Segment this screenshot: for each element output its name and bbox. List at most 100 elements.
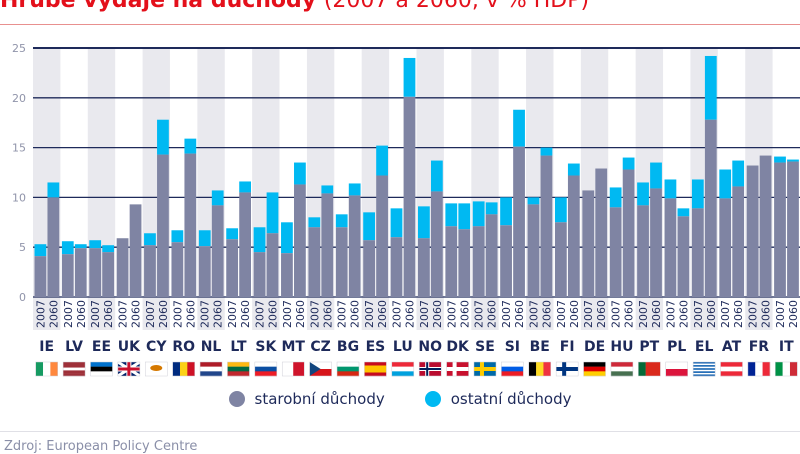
bar-old-age-LT-2060 [239, 192, 252, 297]
flag-stripe [693, 369, 716, 372]
flag-triangle [309, 362, 321, 376]
bar-old-age-DE-2007 [582, 190, 595, 297]
bar-other-RO-2007 [171, 230, 184, 243]
flag-stripe [665, 362, 688, 370]
country-label-NL: NL [201, 339, 222, 355]
year-label: 2007 [719, 300, 732, 328]
flag-CY-icon [145, 361, 168, 377]
bar-old-age-HU-2060 [622, 169, 635, 297]
bar-other-SE-2007 [472, 201, 485, 227]
flag-stripe [693, 362, 716, 364]
bar-other-IT-2060 [787, 159, 799, 162]
bar-old-age-RO-2007 [171, 242, 184, 297]
year-label: 2060 [239, 300, 252, 328]
year-label: 2007 [336, 300, 349, 328]
bar-other-SI-2007 [500, 197, 512, 226]
flag-stripe [200, 366, 223, 372]
year-label: 2060 [705, 300, 718, 328]
flag-cross-inner [446, 368, 469, 370]
flag-border [692, 361, 716, 377]
flag-stripe [501, 371, 524, 377]
flag-LT-icon [227, 361, 250, 377]
year-label: 2060 [376, 300, 389, 328]
flag-border [199, 361, 223, 377]
bar-old-age-EE-2007 [89, 248, 102, 297]
flag-cross-inner [473, 368, 496, 370]
flag-stripe [179, 362, 188, 376]
flag-stripe [583, 371, 606, 377]
flag-stripe [227, 371, 250, 377]
legend-item-old-age: starobní důchody [228, 390, 385, 408]
flag-RO-icon [172, 361, 195, 377]
flag-border [528, 361, 552, 377]
bar-other-NO-2060 [430, 160, 443, 192]
flag-stripe [610, 362, 633, 367]
bar-old-age-HU-2007 [609, 207, 622, 297]
bar-other-PT-2007 [637, 182, 649, 206]
flag-stripe [720, 362, 743, 367]
year-label: 2007 [664, 300, 677, 328]
flag-ES-icon [364, 361, 387, 377]
bar-old-age-AT-2007 [719, 198, 732, 297]
bar-old-age-FR-2060 [759, 155, 772, 297]
flag-border [720, 361, 743, 377]
flag-stripe [282, 362, 294, 376]
bar-other-PT-2060 [650, 162, 662, 189]
bar-old-age-BE-2060 [540, 155, 553, 297]
flag-stripe [645, 362, 654, 376]
flag-border [775, 361, 798, 377]
bar-other-SK-2007 [253, 227, 266, 253]
flag-IE-icon [35, 361, 58, 377]
y-tick-label: 5 [19, 241, 26, 254]
year-label: 2007 [144, 300, 157, 328]
year-label: 2007 [610, 300, 623, 328]
country-label-FR: FR [749, 339, 770, 355]
footer-divider [0, 431, 800, 432]
bar-old-age-IT-2007 [774, 162, 786, 297]
flag-SI-icon [501, 361, 524, 377]
flag-stripe [782, 362, 791, 376]
flag-border [391, 361, 415, 377]
bar-old-age-RO-2060 [184, 153, 197, 297]
bar-old-age-LV-2007 [61, 254, 74, 297]
flag-stripe [583, 362, 606, 367]
bar-old-age-CY-2060 [157, 154, 169, 297]
country-label-DE: DE [584, 339, 605, 355]
flag-stripe [501, 362, 524, 367]
bar-old-age-LT-2007 [226, 239, 239, 297]
flag-border [172, 361, 195, 377]
bar-other-EE-2007 [89, 240, 102, 249]
bar-other-LT-2060 [239, 181, 252, 193]
year-label: 2007 [390, 300, 403, 328]
flag-FR-icon [747, 361, 771, 377]
bar-other-EL-2060 [704, 55, 717, 120]
year-label: 2007 [692, 300, 705, 328]
bar-other-EL-2007 [691, 179, 704, 209]
bar-other-NL-2060 [211, 190, 224, 206]
bar-other-EE-2060 [102, 245, 115, 253]
country-label-SI: SI [505, 339, 520, 355]
year-label: 2060 [595, 300, 608, 328]
country-label-LU: LU [393, 339, 413, 355]
flag-stripe [665, 369, 688, 377]
flag-border [446, 361, 469, 377]
bar-other-SK-2060 [266, 192, 279, 234]
flag-border [583, 361, 606, 377]
country-label-SK: SK [255, 339, 277, 355]
flag-UK-icon [117, 360, 141, 378]
year-label: 2060 [431, 300, 444, 328]
flag-border [254, 361, 278, 377]
flag-AT-icon [720, 361, 743, 377]
bar-old-age-AT-2060 [732, 186, 745, 297]
y-tick-label: 20 [12, 92, 26, 105]
bar-old-age-UK-2060 [129, 204, 142, 297]
flag-stripe [200, 371, 223, 377]
bar-old-age-NO-2060 [430, 191, 443, 297]
source-note: Zdroj: European Policy Centre [4, 439, 198, 454]
year-label: 2060 [760, 300, 773, 328]
bar-other-SI-2060 [513, 109, 525, 147]
flag-border [309, 361, 332, 377]
bar-other-FI-2060 [567, 163, 580, 176]
flag-stripe [775, 362, 783, 376]
bar-other-HU-2007 [609, 187, 622, 208]
